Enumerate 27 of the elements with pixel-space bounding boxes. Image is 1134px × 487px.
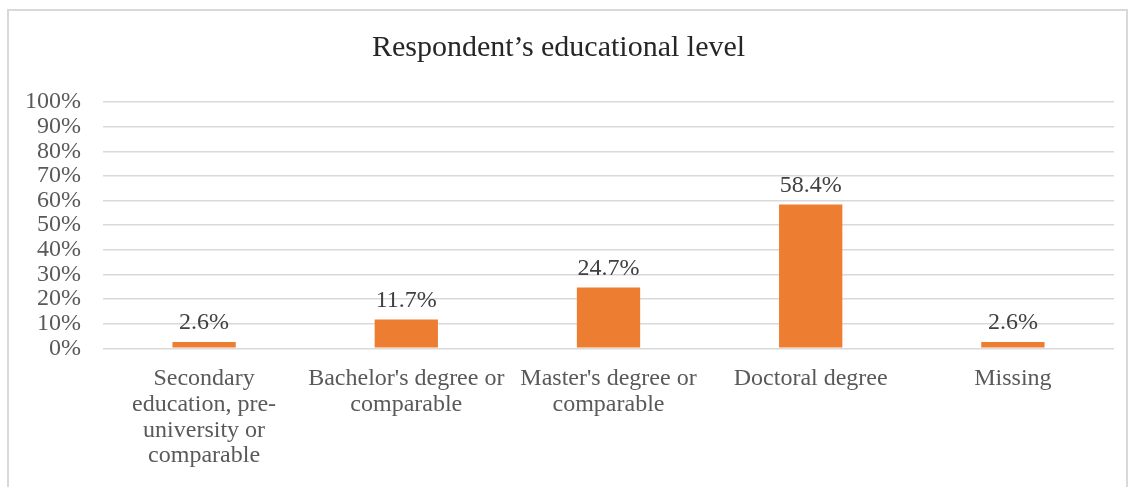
data-label: 11.7% — [375, 285, 437, 312]
x-tick-label: Doctoral degree — [733, 364, 888, 391]
data-label: 2.6% — [179, 308, 230, 335]
y-tick-label: 70% — [36, 161, 81, 188]
data-label: 58.4% — [779, 170, 842, 197]
y-tick-label: 80% — [36, 136, 81, 163]
y-tick-label: 10% — [36, 308, 81, 335]
x-tick-label: Missing — [974, 364, 1052, 391]
bar — [172, 341, 236, 348]
x-tick-label: Bachelor's degree or comparable — [308, 364, 505, 417]
bar — [779, 204, 843, 348]
x-tick-label: Master's degree or comparable — [520, 364, 697, 417]
bar — [374, 319, 438, 348]
y-tick-label: 90% — [36, 111, 81, 138]
x-tick-label: Secondary education, pre-university or comparable — [132, 364, 277, 468]
y-tick-label: 40% — [36, 235, 81, 262]
bar — [576, 287, 641, 348]
y-tick-label: 60% — [36, 185, 81, 212]
y-tick-label: 20% — [36, 284, 81, 311]
y-tick-label: 30% — [36, 259, 81, 286]
data-label: 2.6% — [987, 308, 1038, 335]
y-tick-label: 100% — [24, 87, 81, 114]
y-tick-label: 50% — [36, 210, 81, 237]
y-tick-label: 0% — [48, 333, 81, 360]
chart-title: Respondent’s educational level — [371, 28, 746, 62]
data-label: 24.7% — [577, 253, 640, 280]
bar — [981, 341, 1045, 348]
